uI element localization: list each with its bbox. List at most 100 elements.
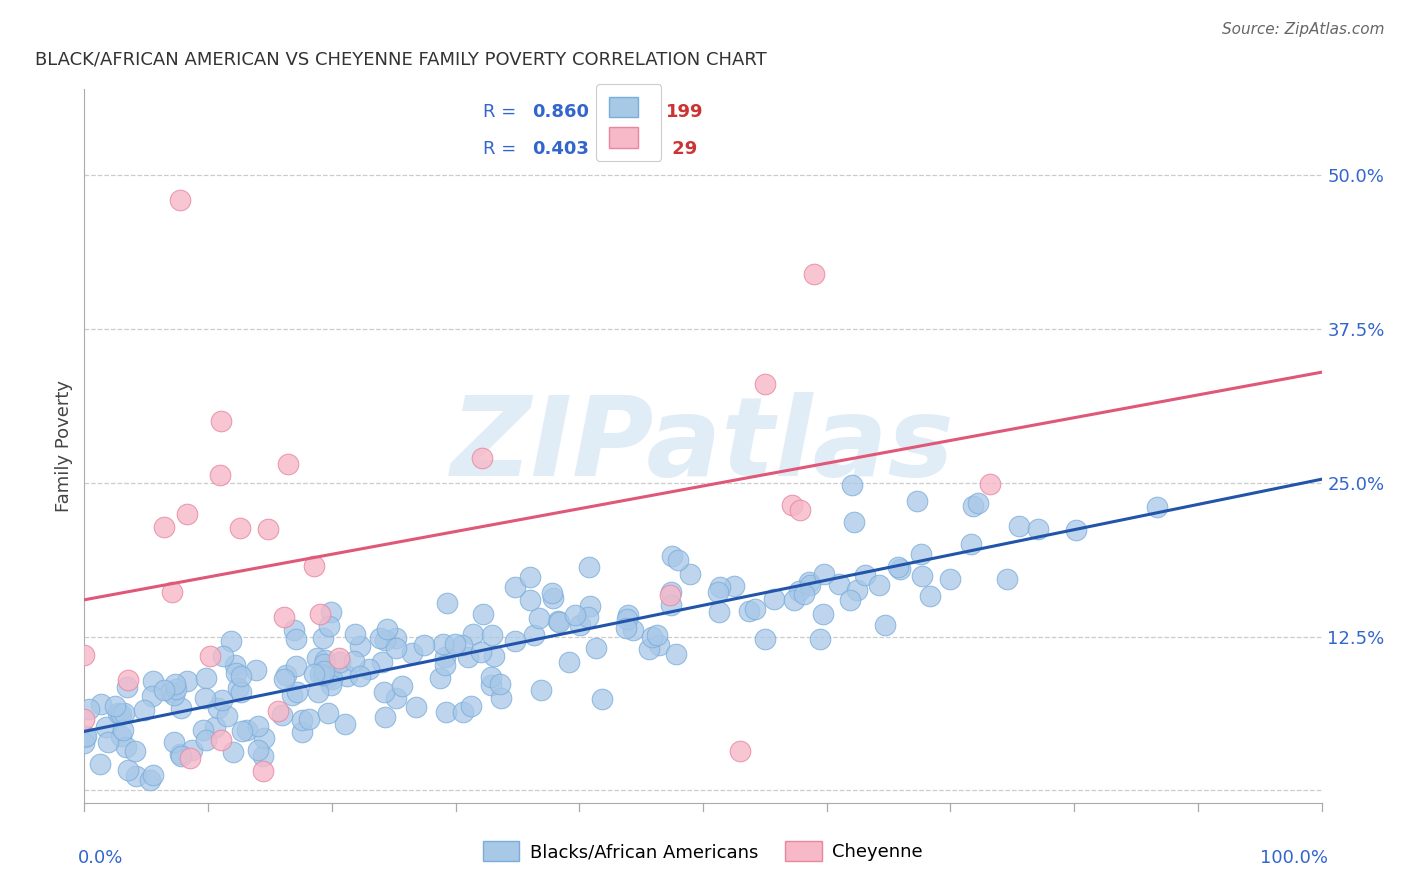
Text: 0.860: 0.860 — [533, 103, 589, 121]
Point — [283, 624, 305, 638]
Point — [557, 656, 579, 670]
Point — [661, 585, 683, 599]
Point — [329, 655, 352, 669]
Point — [211, 693, 233, 707]
Point — [789, 584, 811, 599]
Point — [204, 720, 226, 734]
Point — [73, 730, 96, 744]
Point — [246, 719, 269, 733]
Point — [911, 569, 934, 583]
Point — [707, 606, 730, 620]
Point — [314, 653, 336, 667]
Point — [375, 622, 398, 636]
Point — [153, 682, 176, 697]
Point — [839, 593, 862, 607]
Point — [176, 673, 198, 688]
Point — [208, 468, 231, 483]
Point — [648, 638, 671, 652]
Point — [591, 691, 613, 706]
Point — [803, 267, 825, 281]
Point — [90, 697, 112, 711]
Point — [273, 673, 295, 687]
Point — [316, 669, 339, 683]
Point — [152, 520, 174, 534]
Point — [316, 706, 339, 720]
Point — [198, 649, 221, 664]
Point — [256, 522, 278, 536]
Point — [247, 742, 270, 756]
Point — [110, 706, 132, 721]
Point — [641, 630, 664, 644]
Point — [576, 610, 599, 624]
Point — [169, 193, 191, 207]
Point — [277, 458, 299, 472]
Point — [813, 567, 835, 582]
Point — [191, 723, 214, 737]
Point — [170, 701, 193, 715]
Point — [176, 508, 198, 522]
Point — [471, 451, 494, 466]
Point — [252, 764, 274, 779]
Point — [939, 572, 962, 586]
Point — [959, 537, 981, 551]
Point — [344, 627, 367, 641]
Point — [194, 671, 217, 685]
Point — [461, 626, 484, 640]
Text: N =: N = — [599, 140, 651, 158]
Point — [111, 723, 134, 737]
Point — [291, 724, 314, 739]
Point — [585, 641, 607, 656]
Point — [564, 607, 586, 622]
Point — [470, 645, 492, 659]
Point — [333, 716, 356, 731]
Point — [309, 666, 332, 681]
Text: N =: N = — [599, 103, 651, 121]
Point — [617, 608, 640, 623]
Point — [349, 668, 371, 682]
Point — [844, 515, 866, 529]
Point — [519, 592, 541, 607]
Text: 100.0%: 100.0% — [1260, 849, 1327, 867]
Point — [621, 623, 644, 637]
Point — [762, 591, 785, 606]
Point — [319, 605, 342, 619]
Point — [889, 562, 911, 576]
Point — [405, 700, 427, 714]
Point — [141, 689, 163, 703]
Point — [744, 602, 766, 616]
Point — [789, 503, 811, 517]
Point — [228, 521, 250, 535]
Point — [357, 662, 380, 676]
Point — [209, 733, 232, 747]
Point — [479, 677, 502, 691]
Point — [568, 618, 591, 632]
Point — [170, 749, 193, 764]
Point — [318, 670, 340, 684]
Point — [108, 707, 131, 722]
Point — [253, 731, 276, 745]
Point — [547, 615, 569, 629]
Point — [267, 704, 290, 718]
Point — [679, 567, 702, 582]
Point — [349, 639, 371, 653]
Point — [274, 668, 297, 682]
Point — [273, 610, 295, 624]
Point — [783, 592, 806, 607]
Point — [169, 747, 191, 761]
Point — [668, 553, 690, 567]
Point — [163, 677, 186, 691]
Point — [853, 568, 876, 582]
Point — [291, 713, 314, 727]
Point — [845, 582, 868, 597]
Point — [479, 670, 502, 684]
Point — [96, 720, 118, 734]
Point — [489, 690, 512, 705]
Point — [373, 685, 395, 699]
Point — [503, 633, 526, 648]
Point — [212, 648, 235, 663]
Point — [73, 713, 96, 727]
Point — [869, 577, 891, 591]
Point — [181, 743, 204, 757]
Point — [312, 668, 335, 682]
Point — [443, 637, 465, 651]
